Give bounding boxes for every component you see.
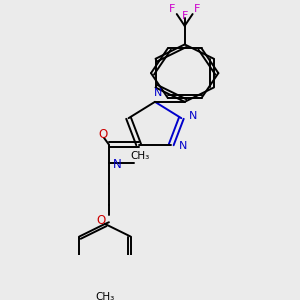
Text: CH₃: CH₃ <box>130 152 149 161</box>
Text: N: N <box>154 88 162 98</box>
Text: F: F <box>182 11 188 21</box>
Text: O: O <box>96 214 106 227</box>
Text: O: O <box>98 128 108 141</box>
Text: F: F <box>194 4 201 14</box>
Text: N: N <box>179 141 187 151</box>
Text: CH₃: CH₃ <box>95 292 115 300</box>
Text: N: N <box>112 158 121 171</box>
Text: F: F <box>169 4 175 14</box>
Text: N: N <box>189 112 197 122</box>
